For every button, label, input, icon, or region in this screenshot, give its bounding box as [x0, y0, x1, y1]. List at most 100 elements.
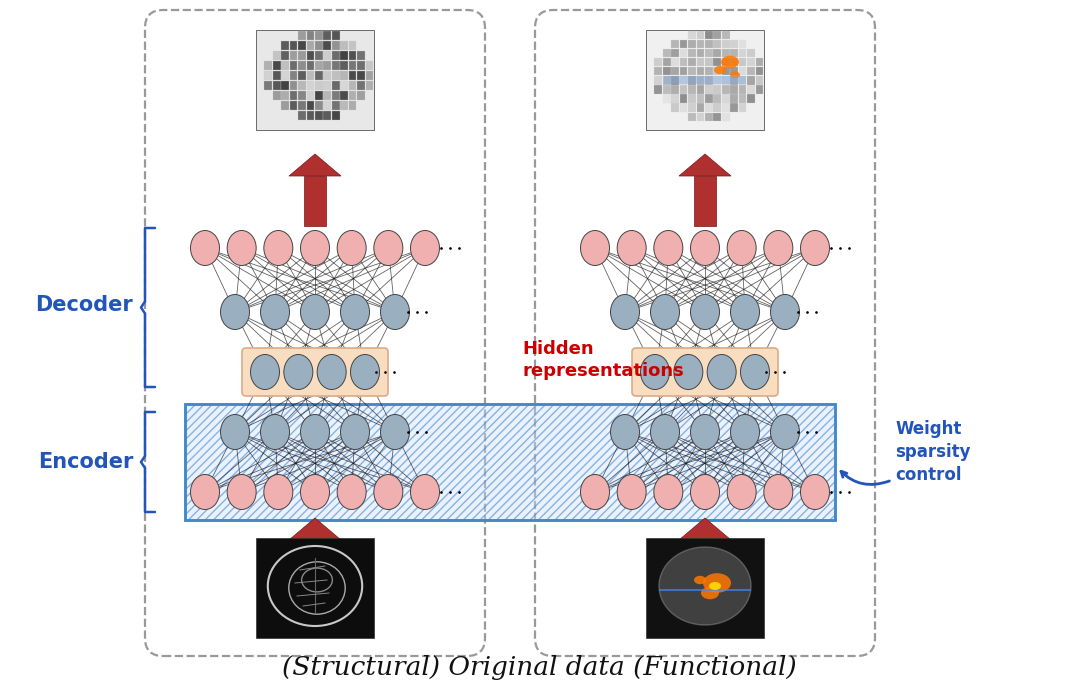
Ellipse shape — [730, 72, 740, 79]
Bar — [298, 61, 306, 70]
Bar — [713, 58, 721, 66]
Text: Decoder: Decoder — [36, 295, 133, 315]
Text: Hidden
representations: Hidden representations — [522, 339, 684, 380]
Bar — [713, 86, 721, 94]
Bar — [697, 58, 705, 66]
Ellipse shape — [709, 582, 721, 590]
Polygon shape — [289, 518, 341, 540]
Ellipse shape — [373, 475, 402, 509]
Bar — [755, 86, 763, 94]
Bar — [694, 540, 716, 585]
Ellipse shape — [264, 230, 292, 266]
Bar — [324, 81, 331, 90]
Ellipse shape — [721, 56, 739, 68]
Ellipse shape — [714, 66, 726, 75]
Bar — [739, 86, 747, 94]
Bar — [663, 95, 671, 103]
Bar — [306, 91, 314, 100]
Bar — [340, 61, 349, 70]
Ellipse shape — [727, 475, 756, 509]
Ellipse shape — [250, 355, 279, 389]
Bar — [646, 30, 764, 130]
Bar — [739, 104, 747, 112]
Ellipse shape — [228, 475, 256, 509]
Ellipse shape — [337, 230, 366, 266]
Ellipse shape — [611, 295, 640, 330]
Bar — [340, 81, 349, 90]
Bar — [680, 67, 687, 75]
Bar — [340, 71, 349, 80]
Bar — [315, 81, 323, 90]
Bar — [680, 104, 687, 112]
Ellipse shape — [300, 295, 329, 330]
Bar — [324, 91, 331, 100]
Bar — [671, 86, 679, 94]
Bar — [688, 112, 696, 121]
Bar — [705, 49, 713, 57]
Bar — [306, 71, 314, 80]
Bar — [705, 67, 713, 75]
Bar — [747, 86, 755, 94]
Bar — [185, 404, 835, 520]
Bar — [315, 61, 323, 70]
Ellipse shape — [641, 355, 669, 389]
Bar — [332, 71, 340, 80]
Bar — [730, 95, 738, 103]
Text: Encoder: Encoder — [38, 452, 133, 472]
Polygon shape — [679, 154, 730, 176]
Bar — [349, 91, 356, 100]
Bar — [705, 95, 713, 103]
Ellipse shape — [300, 230, 329, 266]
Bar — [713, 49, 721, 57]
Ellipse shape — [341, 295, 369, 330]
Bar — [713, 112, 721, 121]
Bar — [298, 101, 306, 110]
Ellipse shape — [611, 415, 640, 449]
Bar — [332, 41, 340, 50]
Bar — [655, 86, 663, 94]
Bar — [688, 104, 696, 112]
Bar — [697, 76, 705, 85]
Bar — [332, 111, 340, 120]
Bar — [705, 104, 713, 112]
Bar — [306, 111, 314, 120]
Bar — [680, 95, 687, 103]
Bar — [340, 101, 349, 110]
Bar — [722, 76, 729, 85]
Bar — [697, 112, 705, 121]
Bar — [290, 101, 298, 110]
Polygon shape — [289, 154, 341, 176]
Bar — [739, 95, 747, 103]
Bar — [671, 49, 679, 57]
Bar — [290, 71, 298, 80]
Ellipse shape — [770, 295, 800, 330]
Bar — [697, 49, 705, 57]
Bar — [671, 76, 679, 85]
Bar — [332, 61, 340, 70]
Ellipse shape — [801, 230, 830, 266]
Bar — [357, 81, 365, 90]
Bar — [722, 58, 729, 66]
Text: (Structural) Original data (Functional): (Structural) Original data (Functional) — [283, 656, 796, 680]
Bar — [366, 71, 373, 80]
Bar — [671, 104, 679, 112]
Ellipse shape — [654, 475, 683, 509]
Polygon shape — [679, 518, 730, 540]
Bar — [357, 61, 365, 70]
Bar — [332, 101, 340, 110]
Ellipse shape — [651, 295, 680, 330]
Bar — [324, 51, 331, 60]
Bar — [655, 58, 663, 66]
Ellipse shape — [284, 355, 313, 389]
Bar — [730, 40, 738, 48]
Bar — [290, 51, 298, 60]
Bar — [697, 104, 705, 112]
Bar — [185, 404, 835, 520]
Bar — [680, 76, 687, 85]
Bar — [290, 41, 298, 50]
Ellipse shape — [651, 415, 680, 449]
Bar — [306, 31, 314, 40]
Bar — [366, 61, 373, 70]
Bar — [730, 86, 738, 94]
Bar — [306, 101, 314, 110]
